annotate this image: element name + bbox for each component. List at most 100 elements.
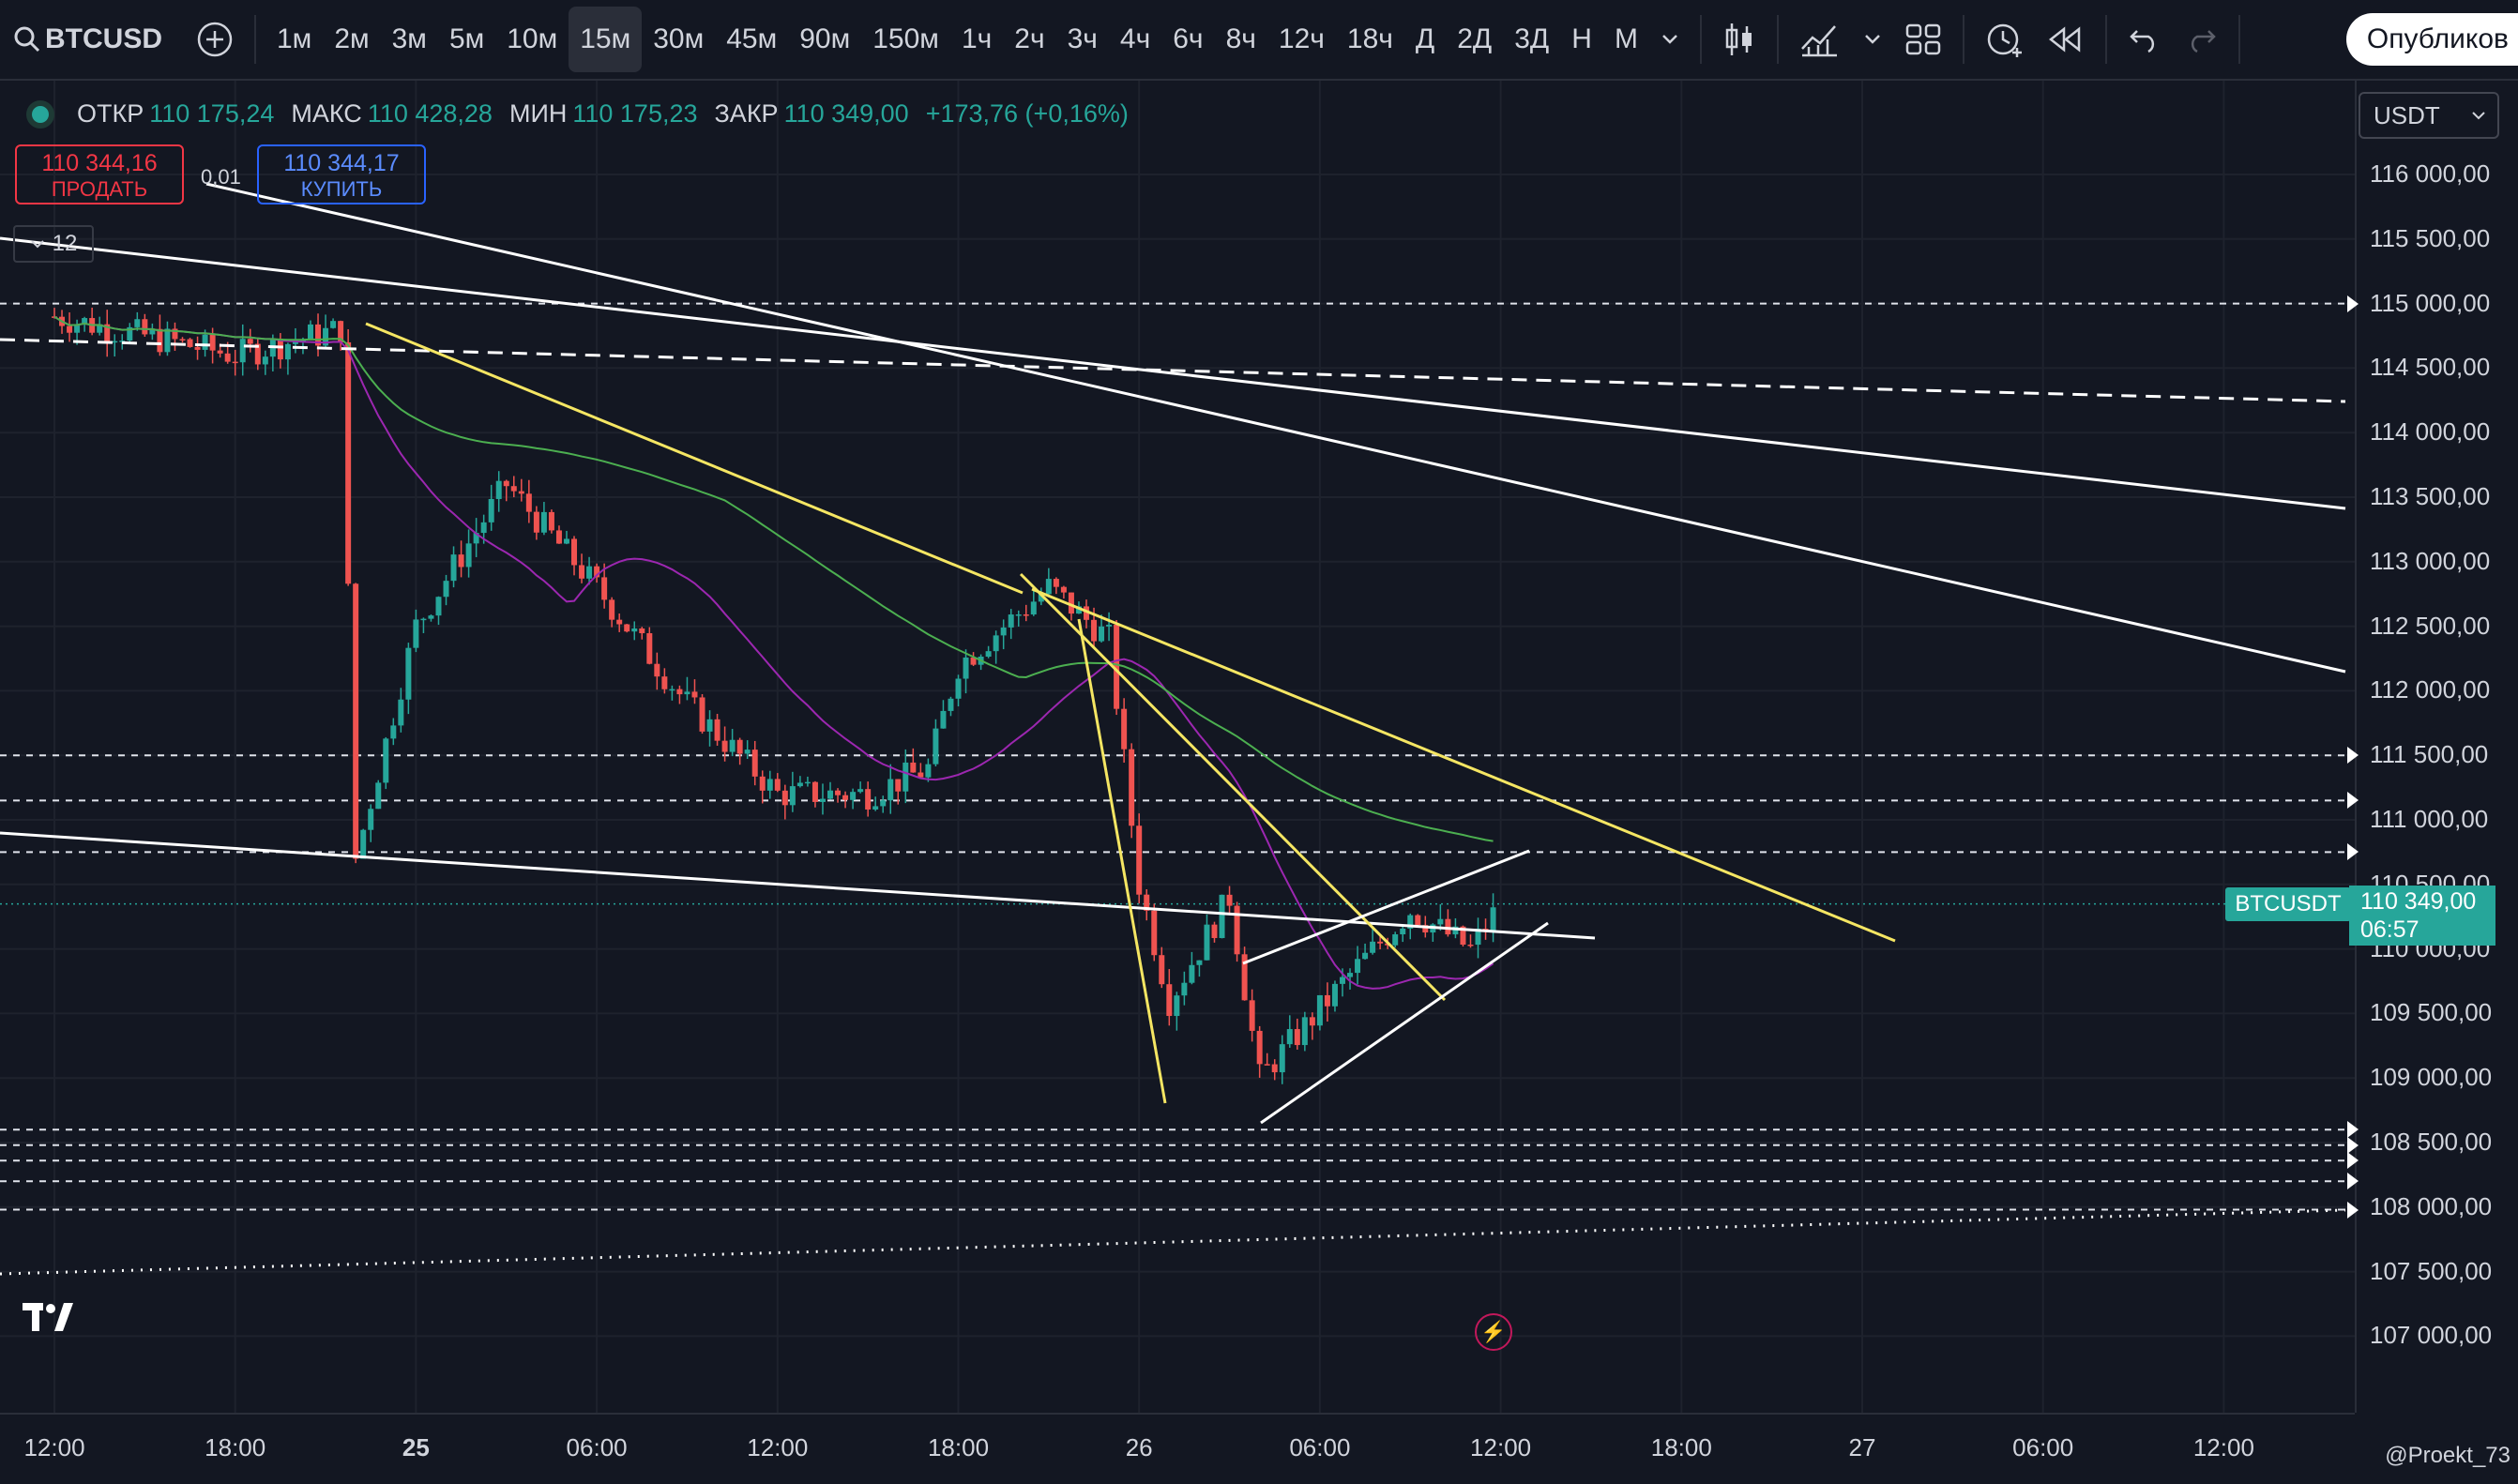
level-marker-icon[interactable]	[2347, 1121, 2359, 1139]
alert-clock-icon[interactable]	[1974, 7, 2036, 72]
interval-button[interactable]: 15м	[569, 7, 643, 72]
level-marker-icon[interactable]	[2347, 792, 2359, 810]
interval-button[interactable]: 1ч	[961, 23, 993, 54]
candle-body	[194, 346, 201, 350]
chevron-down-icon[interactable]	[1649, 7, 1691, 72]
lightning-icon[interactable]: ⚡	[1475, 1313, 1512, 1351]
symbol-search[interactable]: BTCUSD	[0, 23, 162, 55]
interval-button[interactable]: М	[1614, 23, 1638, 54]
interval-button[interactable]: 3Д	[1514, 23, 1550, 54]
indicators-icon[interactable]	[1788, 7, 1852, 72]
undo-icon[interactable]	[2116, 7, 2173, 72]
candle-body	[684, 691, 690, 695]
legend-high-label: МАКС	[291, 99, 362, 128]
trendline-drawing	[0, 338, 2346, 403]
chart-pane[interactable]	[0, 81, 2355, 1413]
level-marker-icon[interactable]	[2347, 843, 2359, 861]
layout-grid-icon[interactable]	[1893, 7, 1953, 72]
buy-button[interactable]: 110 344,17 КУПИТЬ	[257, 144, 426, 204]
interval-button[interactable]: 10м	[507, 23, 558, 54]
candle-body	[940, 710, 947, 729]
candle-body	[1407, 915, 1414, 929]
candle-body	[586, 566, 593, 579]
candle-body	[292, 341, 298, 344]
price-axis-label: 115 000,00	[2370, 288, 2491, 317]
interval-button[interactable]: 2ч	[1014, 23, 1045, 54]
candle-body	[67, 326, 73, 333]
interval-button[interactable]: 45м	[726, 23, 778, 54]
price-axis-label: 108 000,00	[2370, 1191, 2493, 1220]
candle-body	[503, 480, 509, 487]
level-marker-icon[interactable]	[2347, 1173, 2359, 1190]
interval-button[interactable]: 6ч	[1173, 23, 1204, 54]
candle-body	[383, 738, 389, 783]
legend-open-value: 110 175,24	[149, 99, 275, 128]
time-axis-label: 12:00	[747, 1433, 809, 1461]
interval-button[interactable]: 18ч	[1346, 23, 1393, 54]
interval-button[interactable]: 150м	[872, 23, 939, 54]
trendline-drawing	[1242, 849, 1530, 965]
candle-body	[1015, 613, 1022, 616]
symbol-price-tag: BTCUSDT	[2225, 887, 2351, 921]
interval-button[interactable]: 5м	[448, 23, 485, 54]
candle-body	[413, 619, 419, 648]
candle-body	[1241, 954, 1248, 1001]
level-marker-icon[interactable]	[2347, 295, 2359, 312]
level-marker-icon[interactable]	[2347, 1152, 2359, 1170]
candle-body	[428, 615, 434, 619]
candle-body	[1226, 894, 1233, 906]
candle-body	[284, 343, 291, 360]
chevron-down-icon[interactable]	[1852, 7, 1893, 72]
level-marker-icon[interactable]	[2347, 1136, 2359, 1154]
interval-button[interactable]: 12ч	[1278, 23, 1325, 54]
interval-button[interactable]: Д	[1415, 23, 1435, 54]
candle-body	[1370, 941, 1376, 953]
candle-body	[338, 321, 344, 342]
price-scale[interactable]: 116 000,00 115 500,00 115 000,00 114 500,00…	[2355, 81, 2518, 1413]
candle-body	[654, 663, 660, 677]
candle-body	[563, 538, 569, 544]
candle-body	[232, 361, 238, 364]
sell-button[interactable]: 110 344,16 ПРОДАТЬ	[15, 144, 184, 204]
interval-button[interactable]: 30м	[653, 23, 705, 54]
interval-button[interactable]: 2Д	[1457, 23, 1493, 54]
candle-body	[458, 554, 464, 568]
level-marker-icon[interactable]	[2347, 1201, 2359, 1219]
candle-body	[1400, 928, 1406, 935]
time-axis-label: 06:00	[2012, 1433, 2074, 1461]
price-chart[interactable]	[0, 81, 2355, 1413]
candle-body	[1339, 977, 1345, 984]
candle-body	[443, 581, 449, 598]
interval-button[interactable]: 8ч	[1225, 23, 1256, 54]
interval-button[interactable]: 2м	[334, 23, 370, 54]
publish-button[interactable]: Опубликов	[2345, 13, 2518, 66]
replay-icon[interactable]	[2036, 7, 2096, 72]
candles-icon[interactable]	[1711, 7, 1767, 72]
candle-body	[1114, 624, 1120, 709]
level-marker-icon[interactable]	[2347, 747, 2359, 765]
candle-body	[819, 798, 826, 802]
candle-body	[706, 719, 713, 732]
interval-button[interactable]: 3ч	[1067, 23, 1098, 54]
candle-body	[721, 740, 728, 752]
candle-body	[910, 762, 917, 773]
candle-body	[699, 697, 705, 732]
redo-icon[interactable]	[2173, 7, 2229, 72]
candle-body	[1377, 941, 1384, 944]
interval-button[interactable]: Н	[1571, 23, 1592, 54]
indicators-collapse-toggle[interactable]: 12	[13, 225, 94, 263]
lot-size[interactable]: 0,01	[201, 165, 241, 189]
interval-button[interactable]: 90м	[799, 23, 851, 54]
legend-change: +173,76 (+0,16%)	[925, 99, 1129, 128]
interval-button[interactable]: 1м	[277, 23, 312, 54]
time-scale[interactable]: 12:00 18:00 25 06:00 12:00 18:00 26 06:00 12:00 1…	[0, 1413, 2355, 1484]
trendline-drawing	[0, 236, 2346, 510]
tradingview-logo[interactable]	[21, 1296, 77, 1343]
compare-add-icon[interactable]	[185, 7, 245, 72]
currency-select[interactable]: USDT	[2359, 92, 2499, 139]
interval-button[interactable]: 3м	[391, 23, 427, 54]
interval-button[interactable]: 4ч	[1119, 23, 1151, 54]
buy-price: 110 344,17	[283, 150, 400, 176]
ohlc-legend: ОТКР 110 175,24 МАКС 110 428,28 МИН 110 …	[26, 99, 1140, 129]
toolbar-divider	[1776, 15, 1779, 64]
